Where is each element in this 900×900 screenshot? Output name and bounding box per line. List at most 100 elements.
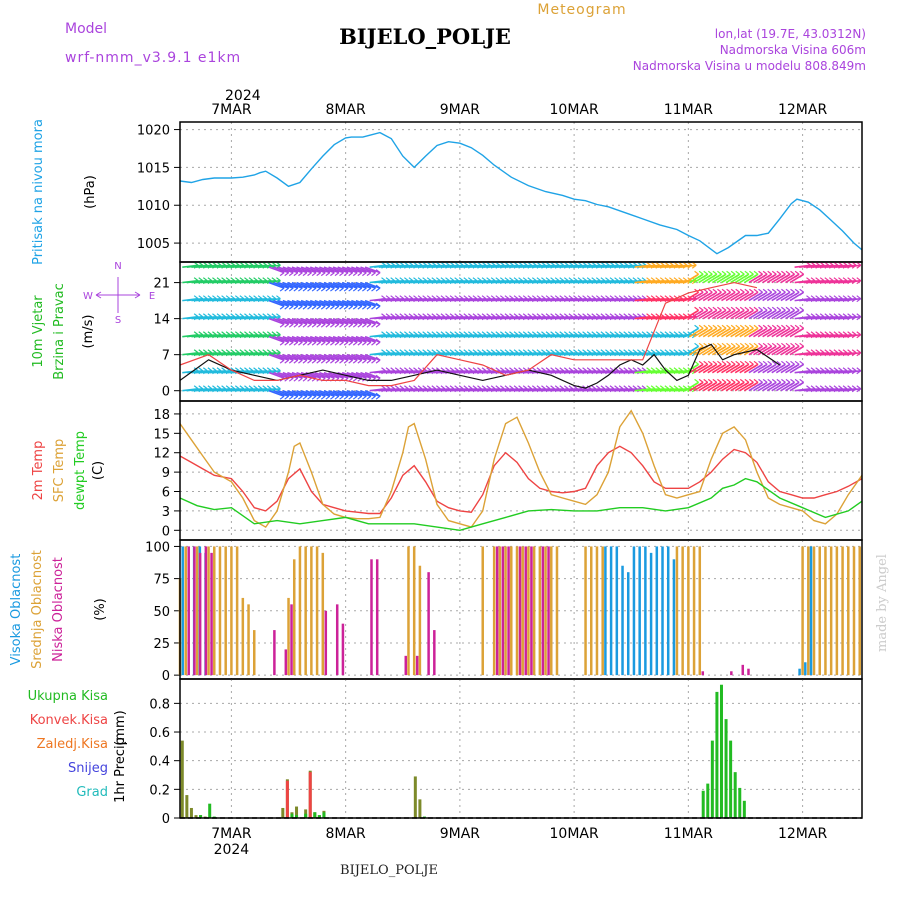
clouds-ytick-label: 50 bbox=[153, 605, 170, 620]
precip-bar bbox=[710, 740, 714, 818]
clouds-bar bbox=[615, 546, 619, 676]
wind-barb bbox=[296, 281, 312, 289]
wind-barb-head bbox=[694, 378, 699, 386]
wind-compass-w: W bbox=[83, 291, 93, 302]
bottom-date-label: 10MAR bbox=[550, 826, 599, 842]
clouds-bar bbox=[287, 597, 290, 676]
wind-ytick-label: 7 bbox=[162, 349, 170, 364]
clouds-bar bbox=[661, 546, 664, 676]
wind-barb bbox=[355, 299, 372, 307]
wind-barb bbox=[264, 333, 281, 338]
wind-barb bbox=[360, 353, 376, 361]
wind-ytick-label: 14 bbox=[153, 313, 170, 328]
wind-barb bbox=[337, 299, 353, 307]
clouds-bar bbox=[193, 546, 196, 676]
wind-barb bbox=[300, 371, 317, 379]
station-title: BIJELO_POLJE bbox=[339, 24, 511, 49]
wind-barb bbox=[309, 299, 326, 307]
precip-bar bbox=[189, 807, 193, 818]
wind-barb-head bbox=[790, 378, 795, 386]
wind-barb bbox=[364, 299, 381, 307]
wind-barb bbox=[296, 266, 312, 274]
wind-barb-head bbox=[758, 288, 763, 296]
clouds-bar bbox=[315, 546, 319, 676]
clouds-bar bbox=[184, 546, 187, 676]
wind-barb bbox=[291, 266, 308, 274]
wind-barb-head bbox=[776, 378, 782, 386]
clouds-bar bbox=[801, 546, 804, 676]
wind-barb bbox=[264, 369, 281, 374]
wind-barb bbox=[314, 335, 331, 343]
precip-bar bbox=[724, 719, 728, 818]
wind-ylabel-1: 10m Vjetar bbox=[31, 295, 46, 368]
wind-barb-head bbox=[726, 378, 731, 386]
wind-barb bbox=[337, 266, 353, 274]
wind-barb bbox=[341, 335, 358, 343]
clouds-bar bbox=[601, 546, 604, 676]
wind-barb-head bbox=[794, 360, 800, 368]
wind-barb bbox=[282, 266, 299, 274]
wind-barb-head bbox=[721, 378, 727, 386]
wind-barb bbox=[328, 335, 344, 343]
wind-barb-head bbox=[694, 306, 699, 314]
wind-barb-head bbox=[735, 342, 741, 350]
clouds-ylabel-2: Srednja Oblacnost bbox=[30, 550, 45, 669]
wind-barb bbox=[355, 266, 372, 274]
wind-barb bbox=[319, 266, 335, 274]
wind-barb-head bbox=[771, 306, 777, 314]
wind-barb-head bbox=[767, 270, 773, 278]
wind-barb bbox=[844, 387, 861, 392]
wind-barb bbox=[323, 335, 340, 343]
wind-barb bbox=[332, 353, 349, 361]
wind-barb bbox=[351, 266, 367, 274]
wind-barb-head bbox=[735, 270, 741, 278]
wind-barb bbox=[287, 317, 303, 325]
wind-barb bbox=[360, 266, 376, 274]
wind-barb-head bbox=[712, 324, 718, 332]
clouds-bar bbox=[649, 552, 653, 676]
wind-barb bbox=[323, 371, 340, 379]
wind-barb bbox=[273, 353, 289, 361]
wind-barb bbox=[332, 299, 349, 307]
clouds-bar bbox=[804, 662, 807, 676]
wind-barb-head bbox=[799, 288, 805, 296]
wind-barb bbox=[351, 389, 367, 397]
wind-barb-head bbox=[776, 342, 782, 350]
clouds-bar bbox=[852, 546, 856, 676]
wind-barb-head bbox=[799, 306, 805, 314]
precip-bar bbox=[719, 684, 723, 818]
clouds-bar bbox=[292, 559, 296, 676]
wind-barb bbox=[282, 389, 299, 397]
wind-barb bbox=[844, 369, 861, 374]
clouds-bar bbox=[532, 546, 536, 676]
wind-barb-head bbox=[712, 342, 718, 350]
precip-bar bbox=[295, 815, 299, 818]
clouds-bar bbox=[809, 546, 813, 676]
wind-barb-head bbox=[781, 360, 786, 368]
wind-barb-head bbox=[785, 288, 791, 296]
wind-barb-head bbox=[694, 270, 699, 278]
clouds-bar bbox=[672, 559, 676, 676]
clouds-bar bbox=[698, 546, 702, 676]
clouds-bar bbox=[230, 546, 233, 676]
wind-barb bbox=[273, 266, 289, 274]
wind-barb bbox=[332, 335, 349, 343]
wind-barb-head bbox=[767, 360, 773, 368]
clouds-bar bbox=[247, 604, 250, 676]
wind-barb-head bbox=[726, 288, 731, 296]
wind-barb-head bbox=[694, 342, 699, 350]
precip-bar bbox=[180, 740, 184, 818]
wind-barb-head bbox=[721, 342, 727, 350]
wind-barb-head bbox=[739, 324, 745, 332]
wind-barb bbox=[314, 266, 331, 274]
wind-barb bbox=[282, 371, 299, 379]
temperature-series-line bbox=[179, 477, 863, 532]
wind-barb-head bbox=[749, 378, 754, 386]
wind-barb bbox=[314, 281, 331, 289]
wind-barb-head bbox=[790, 288, 795, 296]
wind-barb bbox=[346, 281, 363, 289]
wind-barb-head bbox=[856, 313, 862, 321]
wind-barb bbox=[341, 353, 358, 361]
precip-bar bbox=[317, 815, 321, 818]
wind-barb-head bbox=[735, 360, 741, 368]
